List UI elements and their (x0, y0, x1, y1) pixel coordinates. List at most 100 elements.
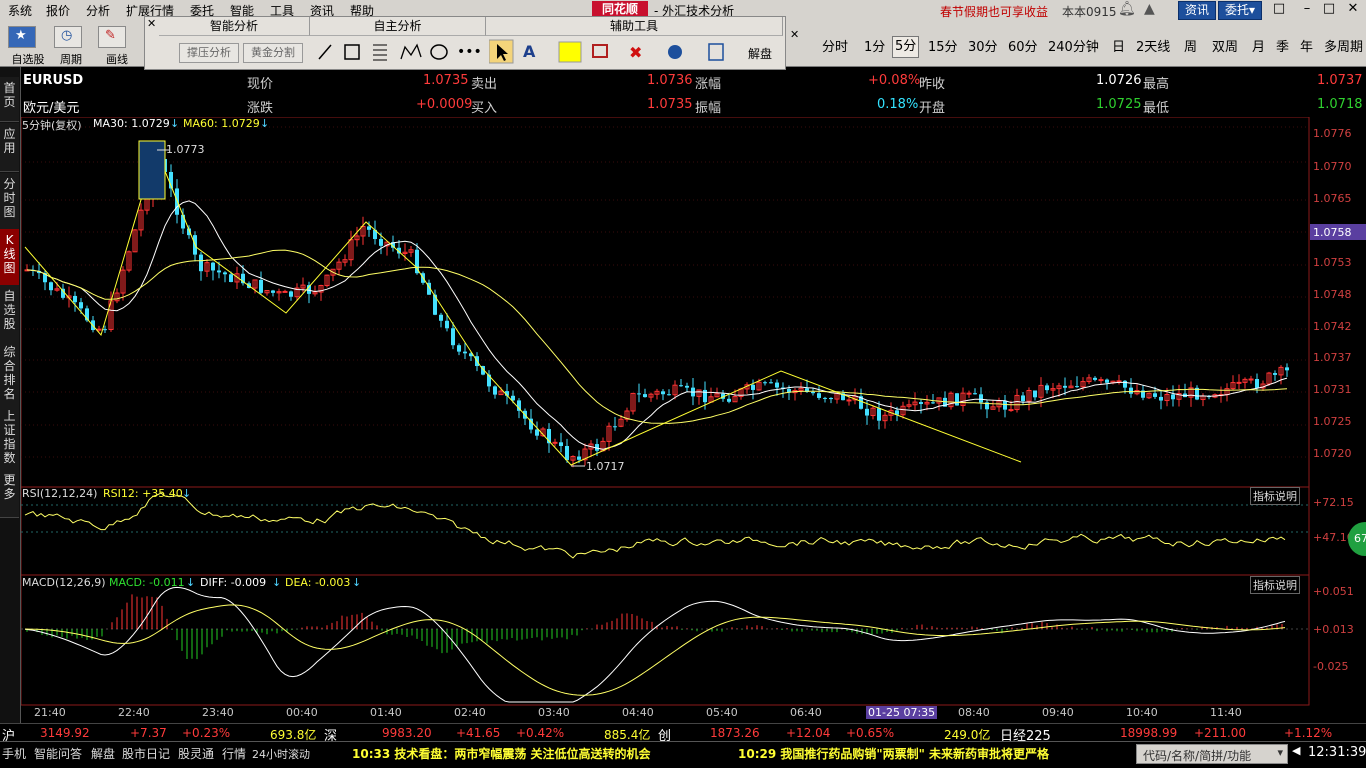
ellipse-tool-icon[interactable] (430, 44, 448, 60)
shirt-icon[interactable]: ▲ (1144, 1, 1155, 17)
rsi-badge[interactable]: 67 (1348, 522, 1366, 556)
period-60min[interactable]: 60分 (1008, 40, 1038, 55)
tab-more[interactable]: 更多 (0, 469, 19, 518)
menu-news[interactable]: 资讯 (310, 4, 335, 18)
candle-body (714, 393, 720, 398)
nikkei-value[interactable]: 18998.99 (1120, 726, 1178, 740)
tab-jiepan[interactable]: 解盘 (91, 747, 116, 761)
sh-value[interactable]: 3149.92 (40, 726, 90, 740)
rect-tool-icon[interactable] (344, 44, 360, 60)
jiepan-button[interactable]: 解盘 (748, 47, 773, 61)
tab-market[interactable]: 行情 (222, 747, 247, 761)
menu-system[interactable]: 系统 (8, 4, 33, 18)
period-timeshare[interactable]: 分时 (822, 40, 849, 55)
tab-timeshare[interactable]: 分时图 (0, 173, 19, 230)
candle-body (1008, 409, 1014, 412)
news-headline-1[interactable]: 10:33 技术看盘：两市窄幅震荡 关注低位高送转的机会 (352, 747, 651, 761)
period-15min[interactable]: 15分 (928, 40, 958, 55)
period-week[interactable]: 周 (1184, 40, 1198, 55)
tab-apps[interactable]: 应用 (0, 123, 19, 172)
sh-pct: +0.23% (182, 726, 231, 740)
tab-smart-qa[interactable]: 智能问答 (34, 747, 83, 761)
cursor-icon[interactable] (497, 44, 508, 61)
expand-icon[interactable]: ◀ (1292, 744, 1301, 757)
watchlist-icon[interactable]: ★ (8, 26, 36, 48)
candle-body (289, 291, 293, 297)
bell-icon[interactable]: 🔔︎ (1118, 1, 1136, 17)
template-icon[interactable] (592, 44, 608, 58)
value-bid: 1.0735 (647, 97, 693, 112)
news-headline-2[interactable]: 10:29 我国推行药品购销"两票制" 未来新药审批将更严格 (738, 747, 1050, 761)
maximize-icon[interactable]: □ (1322, 1, 1336, 16)
menu-tools[interactable]: 工具 (270, 4, 295, 18)
period-30min[interactable]: 30分 (968, 40, 998, 55)
menu-ext-quote[interactable]: 扩展行情 (126, 4, 175, 18)
code-search-input[interactable]: 代码/名称/简拼/功能 ▾ (1136, 744, 1288, 764)
assist-tools-title: 辅助工具 (486, 17, 783, 36)
rsi-explain-button[interactable]: 指标说明 (1250, 487, 1300, 505)
tab-diary[interactable]: 股市日记 (122, 747, 171, 761)
watchlist-button[interactable]: 自选股 (11, 53, 45, 66)
line-tool-icon[interactable] (318, 44, 332, 60)
candle-body (138, 209, 144, 231)
minimize-icon[interactable]: – (1303, 1, 1311, 16)
period-1min[interactable]: 1分 (864, 40, 886, 55)
tab-home[interactable]: 首页 (0, 77, 19, 122)
golden-section-button[interactable]: 黄金分割 (243, 43, 303, 63)
period-year[interactable]: 年 (1300, 40, 1314, 55)
macd-explain-button[interactable]: 指标说明 (1250, 576, 1300, 594)
tab-sh-index[interactable]: 上证指数 (0, 405, 19, 470)
panel-close-icon[interactable]: ✕ (147, 17, 157, 30)
tab-24h[interactable]: 24小时滚动 (252, 748, 310, 761)
settings-icon[interactable] (668, 45, 682, 59)
more-tools-icon[interactable]: ••• (457, 44, 482, 60)
tab-mobile[interactable]: 手机 (2, 747, 27, 761)
candle-body (408, 249, 414, 253)
candle-body (96, 328, 102, 331)
cy-value[interactable]: 1873.26 (710, 726, 760, 740)
menu-quote[interactable]: 报价 (46, 4, 71, 18)
promo-link[interactable]: 春节假期也可享收益 (940, 5, 1049, 19)
menu-trade[interactable]: 委托 (190, 4, 215, 18)
kline-period-label: 5分钟(复权) (22, 119, 82, 132)
support-resistance-button[interactable]: 撑压分析 (179, 43, 239, 63)
color-picker-icon[interactable] (558, 41, 582, 63)
wave-tool-icon[interactable] (400, 43, 422, 60)
news-button[interactable]: 资讯 (1178, 1, 1216, 20)
close-icon[interactable]: ✕ (1347, 1, 1359, 16)
period-icon[interactable]: ◷ (54, 26, 82, 48)
period-5min[interactable]: 5分 (892, 36, 920, 58)
label-change: 涨跌 (247, 101, 274, 116)
tab-kline[interactable]: K线图 (0, 229, 19, 286)
candle-body (973, 393, 977, 395)
period-month[interactable]: 月 (1252, 40, 1266, 55)
menu-analysis[interactable]: 分析 (86, 4, 111, 18)
fib-tool-icon[interactable] (373, 44, 387, 61)
period-2day[interactable]: 2天线 (1136, 40, 1171, 55)
tab-watchlist[interactable]: 自选股 (0, 285, 19, 342)
trade-button[interactable]: 委托▾ (1218, 1, 1262, 20)
price-tick-9: 1.0725 (1313, 415, 1352, 428)
sz-value[interactable]: 9983.20 (382, 726, 432, 740)
tab-gulingtong[interactable]: 股灵通 (178, 747, 215, 761)
draw-line-icon[interactable]: ✎ (98, 26, 126, 48)
restore-icon[interactable]: □ (1272, 1, 1286, 16)
period-240min[interactable]: 240分钟 (1048, 40, 1099, 55)
period-button[interactable]: 周期 (60, 53, 82, 66)
chart-area[interactable] (21, 117, 1366, 723)
ma30-arrow-icon: ↓ (170, 117, 180, 130)
toolbar-close-icon[interactable]: ✕ (790, 28, 800, 41)
text-tool-icon[interactable]: A (523, 42, 536, 61)
period-day[interactable]: 日 (1112, 40, 1126, 55)
export-icon[interactable] (708, 43, 724, 61)
candle-body (271, 290, 275, 293)
draw-button[interactable]: 画线 (106, 53, 128, 66)
menu-smart[interactable]: 智能 (230, 4, 255, 18)
period-season[interactable]: 季 (1276, 40, 1290, 55)
period-multi[interactable]: 多周期 (1324, 40, 1364, 55)
delete-icon[interactable]: ✖ (629, 43, 642, 62)
dropdown-icon[interactable]: ▾ (1277, 746, 1283, 759)
period-biweek[interactable]: 双周 (1212, 40, 1239, 55)
tab-ranking[interactable]: 综合排名 (0, 341, 19, 406)
menu-help[interactable]: 帮助 (350, 4, 375, 18)
